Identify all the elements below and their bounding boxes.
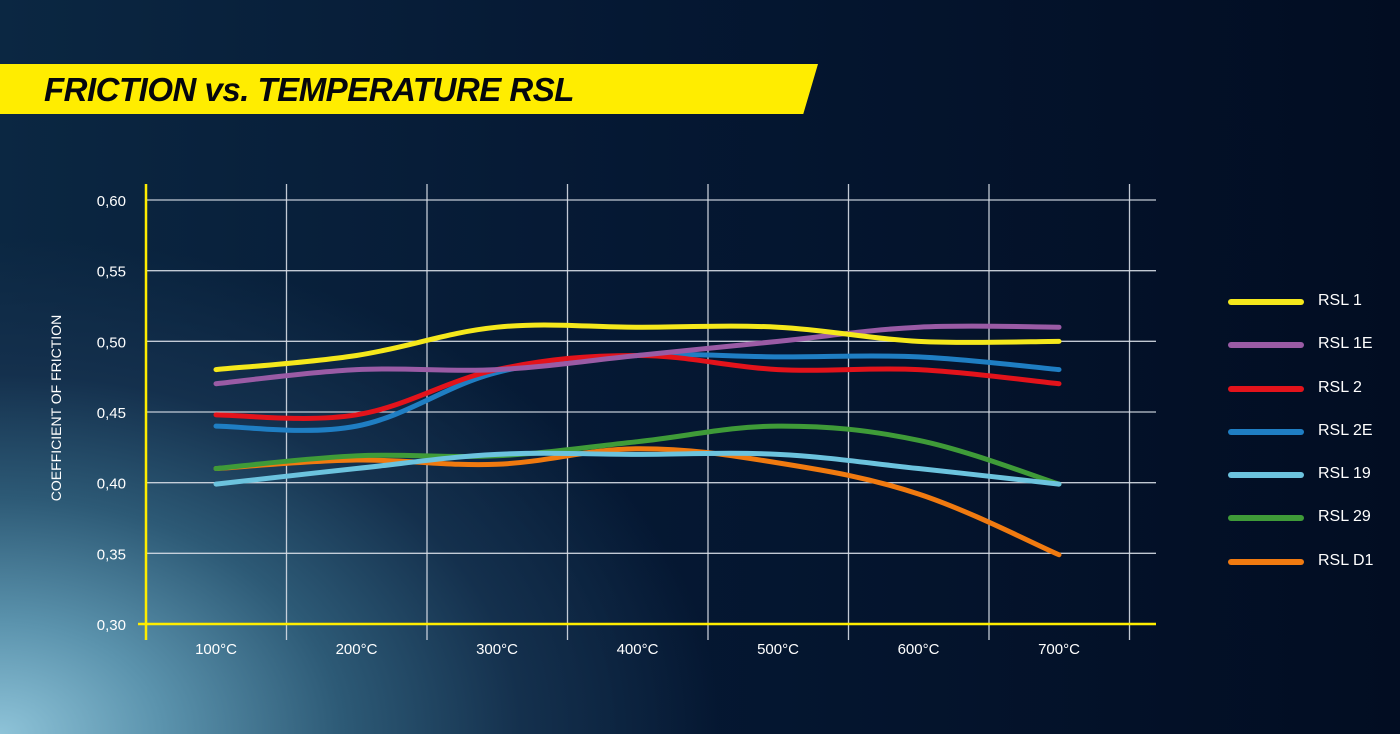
legend-label: RSL 2 [1318,378,1362,396]
legend-label: RSL 29 [1318,508,1371,526]
legend-item: RSL 29 [1226,498,1396,541]
legend-item: RSL 1 [1226,282,1396,325]
title-banner [0,64,818,114]
legend-swatch [1228,558,1304,565]
x-tick-label: 300°C [476,641,518,658]
series-line-rsl-d1 [213,446,1062,558]
series-line-rsl-1 [213,322,1062,373]
legend-item: RSL D1 [1226,542,1396,585]
series-line-rsl-29 [213,423,1062,487]
x-tick-label: 600°C [898,641,940,658]
x-tick-label: 400°C [617,641,659,658]
x-tick-label: 500°C [757,641,799,658]
legend-swatch [1228,472,1304,479]
series-line-rsl-19 [213,450,1062,487]
y-tick-label: 0,35 [97,546,126,563]
y-tick-label: 0,40 [97,476,126,493]
legend-swatch [1228,299,1304,305]
series-line-rsl-2 [213,352,1062,421]
x-tick-label: 100°C [195,641,237,658]
legend-item: RSL 2E [1226,412,1396,455]
y-tick-label: 0,30 [97,617,126,634]
series-line-rsl-1e [213,323,1062,387]
y-tick-label: 0,60 [97,193,126,210]
y-tick-label: 0,45 [97,405,126,422]
legend-label: RSL 1 [1318,292,1362,309]
legend-label: RSL 19 [1318,465,1371,483]
legend-item: RSL 19 [1226,455,1396,498]
chart-legend: RSL 1 RSL 1E RSL 2 RSL 2E RSL 19 RSL 29 RSL D1 [1226,282,1396,585]
legend-label: RSL 2E [1318,421,1373,439]
legend-swatch [1228,385,1304,392]
legend-swatch [1228,428,1304,435]
y-axis-label: COEFFICIENT OF FRICTION [48,315,64,501]
legend-swatch [1228,342,1304,349]
legend-item: RSL 2 [1226,369,1396,412]
y-tick-label: 0,50 [97,334,126,351]
x-tick-label: 700°C [1038,641,1080,658]
legend-item: RSL 1E [1226,325,1396,368]
legend-label: RSL 1E [1318,335,1373,353]
x-tick-label: 200°C [336,641,378,658]
legend-label: RSL D1 [1318,551,1374,569]
legend-swatch [1228,515,1304,522]
chart-title: FRICTION vs. TEMPERATURE RSL [44,71,574,108]
y-tick-label: 0,55 [97,264,126,281]
